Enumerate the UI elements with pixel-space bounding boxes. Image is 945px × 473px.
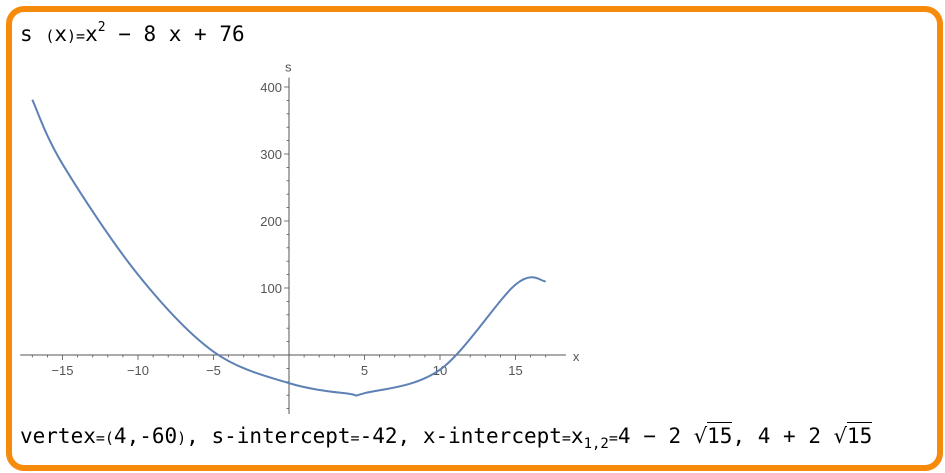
x-tick-label: −10 [127, 363, 149, 378]
series-line [31, 99, 546, 397]
x-intercept-equals-2: = [608, 429, 618, 447]
x-tick-label: −5 [206, 363, 221, 378]
x-axis-label: x [573, 349, 580, 364]
s-intercept-equals: = [350, 429, 360, 447]
x-intercept-subscript: 1,2 [583, 436, 609, 453]
ticks [31, 86, 547, 410]
y-tick-label: 200 [260, 214, 282, 229]
root1-sqrt: √15 [693, 422, 733, 448]
x-tick-label: 5 [361, 363, 368, 378]
close-paren: ) [67, 27, 77, 45]
separator: , [397, 424, 423, 448]
card-frame [6, 6, 943, 471]
function-var: x [54, 22, 67, 46]
separator: , [186, 424, 212, 448]
equals-sign: = [76, 27, 86, 45]
root-separator: , [732, 424, 758, 448]
vertex-close: ) [177, 429, 187, 447]
y-axis-label: s [285, 60, 292, 75]
vertex-equals: = [95, 429, 105, 447]
root2-prefix: 4 + 2 [757, 424, 834, 448]
base-var: x [85, 22, 98, 46]
radical-icon: √ [693, 424, 708, 448]
vertex-label: vertex [20, 424, 96, 448]
open-paren: ( [45, 27, 55, 45]
y-tick-label: 400 [260, 80, 282, 95]
footer-summary: vertex=(4,-60), s-intercept=-42, x-inter… [20, 422, 873, 453]
y-tick-label: 300 [260, 147, 282, 162]
radical-icon: √ [833, 424, 847, 448]
function-name: s [20, 22, 33, 46]
x-tick-label: −15 [51, 363, 73, 378]
function-rest: − 8 x + 76 [105, 22, 245, 46]
root2-radicand: 15 [847, 422, 873, 448]
x-intercept-equals: = [561, 429, 571, 447]
s-intercept-label: s-intercept [211, 424, 351, 448]
root1-prefix: 4 − 2 [617, 424, 694, 448]
exponent: 2 [97, 20, 106, 35]
vertex-value: 4,-60 [113, 424, 178, 448]
x-intercept-var: x [570, 424, 584, 448]
root1-radicand: 15 [707, 422, 733, 448]
axes [20, 77, 566, 414]
x-intercept-label: x-intercept [422, 424, 562, 448]
vertex-open: ( [104, 429, 114, 447]
root2-sqrt: √15 [833, 422, 873, 448]
x-tick-label: 15 [508, 363, 522, 378]
s-intercept-value: -42 [359, 424, 398, 448]
y-tick-label: 100 [260, 281, 282, 296]
function-title: s (x)=x2 − 8 x + 76 [20, 20, 245, 46]
